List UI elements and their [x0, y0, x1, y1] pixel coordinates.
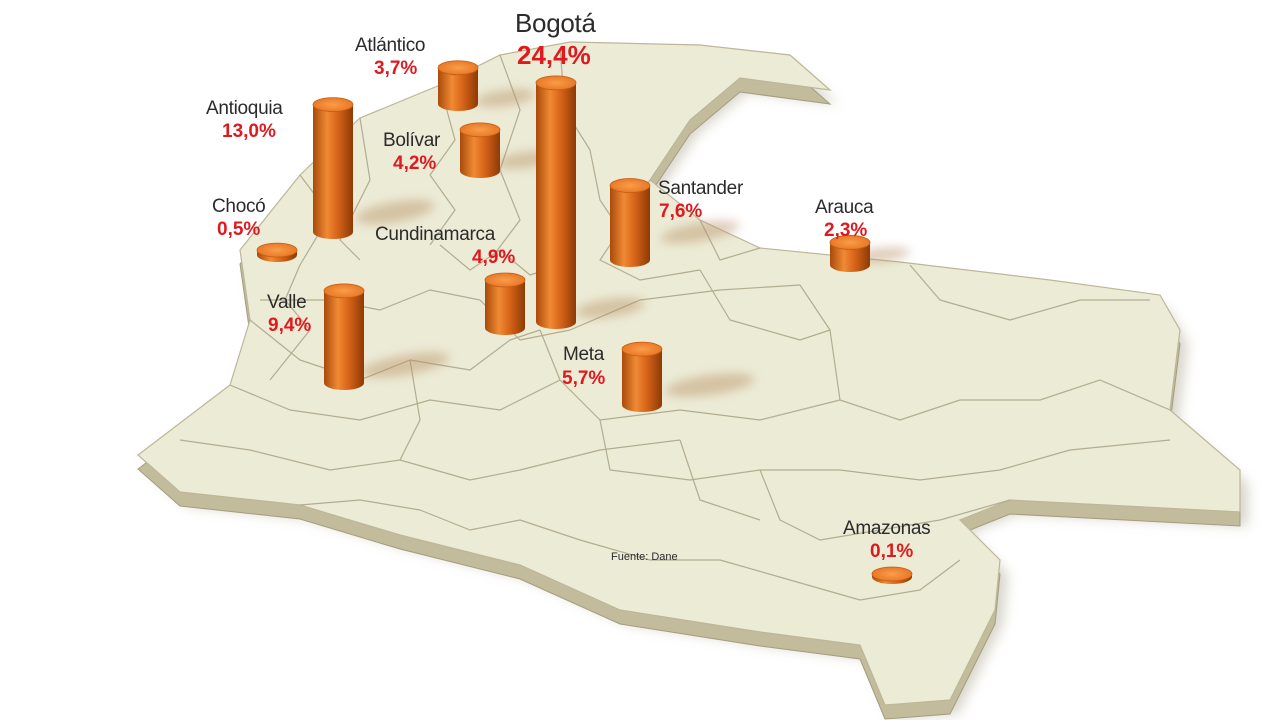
region-name-bolivar: Bolívar [383, 130, 441, 151]
bar-bogota [535, 75, 577, 329]
bar-atlantico [437, 60, 479, 111]
bar-top-valle [323, 283, 365, 299]
bar-body-bolivar [460, 129, 500, 178]
source-note: Fuente: Dane [611, 551, 678, 563]
region-name-antioquia: Antioquia [206, 98, 283, 119]
region-percent-arauca: 2,3% [824, 220, 868, 241]
bar-body-meta [622, 349, 662, 412]
bar-body-atlantico [438, 67, 478, 111]
region-percent-bogota: 24,4% [517, 40, 591, 70]
bar-cundinamarca [484, 272, 526, 335]
region-percent-cundinamarca: 4,9% [472, 247, 516, 268]
region-percent-valle: 9,4% [268, 315, 312, 336]
bar-body-cundinamarca [485, 279, 525, 335]
region-name-amazonas: Amazonas [843, 518, 931, 539]
region-name-santander: Santander [658, 178, 743, 199]
region-percent-meta: 5,7% [562, 368, 606, 389]
region-name-arauca: Arauca [815, 197, 874, 218]
bar-bolivar [459, 122, 501, 178]
bar-amazonas [871, 566, 913, 584]
bar-top-bolivar [459, 122, 501, 138]
region-name-choco: Chocó [212, 196, 266, 217]
bar-top-meta [621, 341, 663, 357]
bar-body-arauca [830, 242, 870, 272]
bar-top-cundinamarca [484, 272, 526, 288]
region-percent-choco: 0,5% [217, 219, 261, 240]
bar-top-atlantico [437, 60, 479, 76]
bar-antioquia [312, 97, 354, 239]
region-name-meta: Meta [563, 344, 605, 365]
bar-meta [621, 341, 663, 412]
bar-shadows [355, 89, 910, 397]
bar-body-antioquia [313, 104, 353, 239]
bar-top-bogota [535, 75, 577, 91]
region-name-atlantico: Atlántico [355, 35, 426, 56]
region-percent-amazonas: 0,1% [870, 541, 914, 562]
bars-layer [256, 60, 913, 584]
region-name-cundinamarca: Cundinamarca [375, 224, 495, 245]
bar-body-valle [324, 290, 364, 390]
bar-top-santander [609, 178, 651, 193]
bar-top-choco [256, 242, 298, 258]
region-percent-santander: 7,6% [659, 201, 703, 222]
bar-choco [256, 242, 298, 262]
bar-body-bogota [536, 82, 576, 329]
region-name-bogota: Bogotá [515, 8, 596, 38]
bar-santander [609, 178, 651, 267]
bar-top-antioquia [312, 97, 354, 112]
bar-body-santander [610, 185, 650, 267]
bar-valle [323, 283, 365, 390]
bar-top-amazonas [871, 566, 913, 582]
region-percent-bolivar: 4,2% [393, 153, 437, 174]
region-name-valle: Valle [267, 292, 307, 313]
region-percent-atlantico: 3,7% [374, 58, 418, 79]
region-percent-antioquia: 13,0% [222, 121, 276, 142]
bar-arauca [829, 235, 871, 272]
bar-top-arauca [829, 235, 871, 250]
